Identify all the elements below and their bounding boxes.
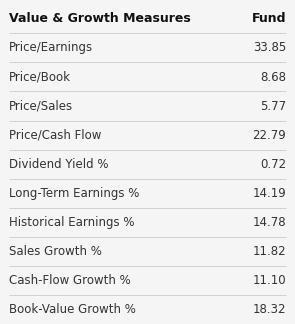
Text: 14.78: 14.78 [253, 216, 286, 229]
Text: Fund: Fund [252, 12, 286, 25]
Text: 8.68: 8.68 [260, 71, 286, 84]
Text: Value & Growth Measures: Value & Growth Measures [9, 12, 191, 25]
Text: Price/Earnings: Price/Earnings [9, 41, 93, 54]
Text: 11.82: 11.82 [253, 245, 286, 258]
Text: Price/Sales: Price/Sales [9, 99, 73, 113]
Text: Cash-Flow Growth %: Cash-Flow Growth % [9, 274, 131, 287]
Text: 18.32: 18.32 [253, 303, 286, 316]
Text: Price/Book: Price/Book [9, 71, 71, 84]
Text: Dividend Yield %: Dividend Yield % [9, 158, 108, 171]
Text: Price/Cash Flow: Price/Cash Flow [9, 129, 101, 142]
Text: 11.10: 11.10 [253, 274, 286, 287]
Text: Book-Value Growth %: Book-Value Growth % [9, 303, 136, 316]
Text: 22.79: 22.79 [253, 129, 286, 142]
Text: Sales Growth %: Sales Growth % [9, 245, 102, 258]
Text: Historical Earnings %: Historical Earnings % [9, 216, 134, 229]
Text: 14.19: 14.19 [253, 187, 286, 200]
Text: 5.77: 5.77 [260, 99, 286, 113]
Text: Long-Term Earnings %: Long-Term Earnings % [9, 187, 139, 200]
Text: 0.72: 0.72 [260, 158, 286, 171]
Text: 33.85: 33.85 [253, 41, 286, 54]
